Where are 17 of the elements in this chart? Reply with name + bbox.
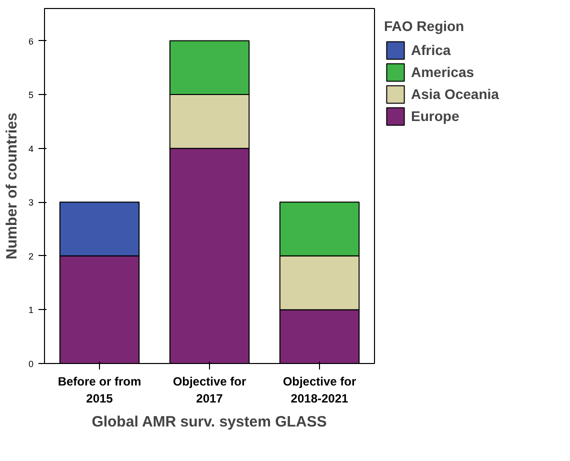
y-tick-label: 0 bbox=[28, 359, 34, 369]
legend-label: Asia Oceania bbox=[411, 86, 499, 102]
y-tick-label: 1 bbox=[28, 305, 34, 316]
legend-title: FAO Region bbox=[384, 18, 466, 34]
y-tick-label: 2 bbox=[28, 251, 34, 262]
x-tick-label: Objective for 2017 bbox=[172, 374, 247, 406]
legend-label: Africa bbox=[411, 42, 451, 58]
x-tick-label: Objective for 2018-2021 bbox=[282, 374, 357, 406]
x-axis-title: Global AMR surv. system GLASS bbox=[92, 413, 327, 430]
legend-label: Europe bbox=[411, 108, 460, 124]
y-axis-title: Number of countries bbox=[3, 112, 20, 260]
y-tick-label: 3 bbox=[28, 198, 34, 208]
legend-label: Americas bbox=[411, 64, 474, 80]
y-tick-label: 6 bbox=[28, 36, 34, 46]
x-tick-label: Before or from 2015 bbox=[58, 374, 142, 406]
y-tick-label: 5 bbox=[28, 90, 34, 100]
y-tick-label: 4 bbox=[28, 144, 34, 154]
